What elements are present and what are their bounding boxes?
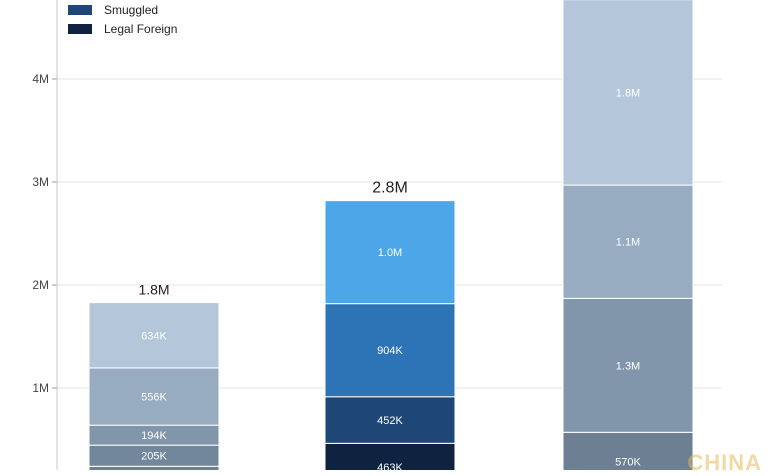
bar-0-segment-4-label: 634K [141,330,167,342]
legend-swatch-legal-foreign [68,23,92,34]
bar-2-segment-2-label: 1.1M [616,237,640,249]
y-tick-label-0: 1M [32,381,49,395]
watermark-logo: CHINA [687,450,762,475]
legend-swatch-smuggled [68,4,92,15]
bar-2-segment-0-label: 570K [615,457,641,469]
bar-1-segment-1-label: 452K [377,415,403,427]
bar-1-segment-0 [324,442,456,470]
legend-item-smuggled[interactable]: Smuggled [68,0,177,19]
legend-label-smuggled: Smuggled [104,2,159,17]
bar-1-segment-3-label: 1.0M [378,247,402,259]
bar-1-segment-0-label: 463K [377,462,403,470]
bar-2-segment-3-label: 1.8M [616,87,640,99]
bar-1-segment-2-label: 904K [377,345,403,357]
bar-1-total-label: 2.8M [372,180,408,197]
y-tick-label-3: 4M [32,72,49,86]
bar-1-segment-1 [324,396,456,444]
bar-0-segment-3 [88,367,220,426]
bar-0-total-label: 1.8M [138,282,169,298]
legend: Smuggled Legal Foreign [68,0,177,38]
legend-item-legal-foreign[interactable]: Legal Foreign [68,19,177,38]
legend-label-legal-foreign: Legal Foreign [104,21,178,36]
bar-0-segment-2-label: 194K [141,430,167,442]
bar-2-segment-1-label: 1.3M [616,360,640,372]
y-tick-label-1: 2M [32,278,49,292]
bar-0-segment-3-label: 556K [141,392,167,404]
bar-2-segment-2 [562,184,694,299]
bar-0-segment-4 [88,302,220,369]
y-tick-label-2: 3M [32,175,49,189]
bar-0-segment-0 [88,465,220,470]
bar-0-segment-1-label: 205K [141,451,167,463]
bar-1-segment-2 [324,303,456,398]
bar-2-segment-1 [562,297,694,433]
bar-2-segment-3 [562,0,694,186]
bar-1-segment-3 [324,200,456,305]
